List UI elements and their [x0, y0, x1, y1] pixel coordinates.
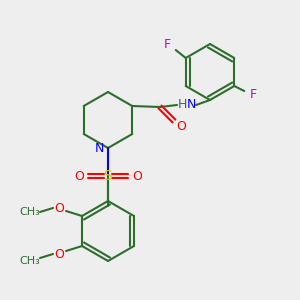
Text: F: F [250, 88, 257, 101]
Text: O: O [54, 202, 64, 214]
Text: O: O [74, 169, 84, 182]
Text: H: H [177, 98, 187, 112]
Text: O: O [176, 119, 186, 133]
Text: S: S [103, 169, 112, 183]
Text: F: F [164, 38, 171, 52]
Text: CH₃: CH₃ [20, 207, 40, 217]
Text: N: N [94, 142, 104, 154]
Text: O: O [132, 169, 142, 182]
Text: CH₃: CH₃ [20, 256, 40, 266]
Text: N: N [186, 98, 196, 112]
Text: O: O [54, 248, 64, 260]
